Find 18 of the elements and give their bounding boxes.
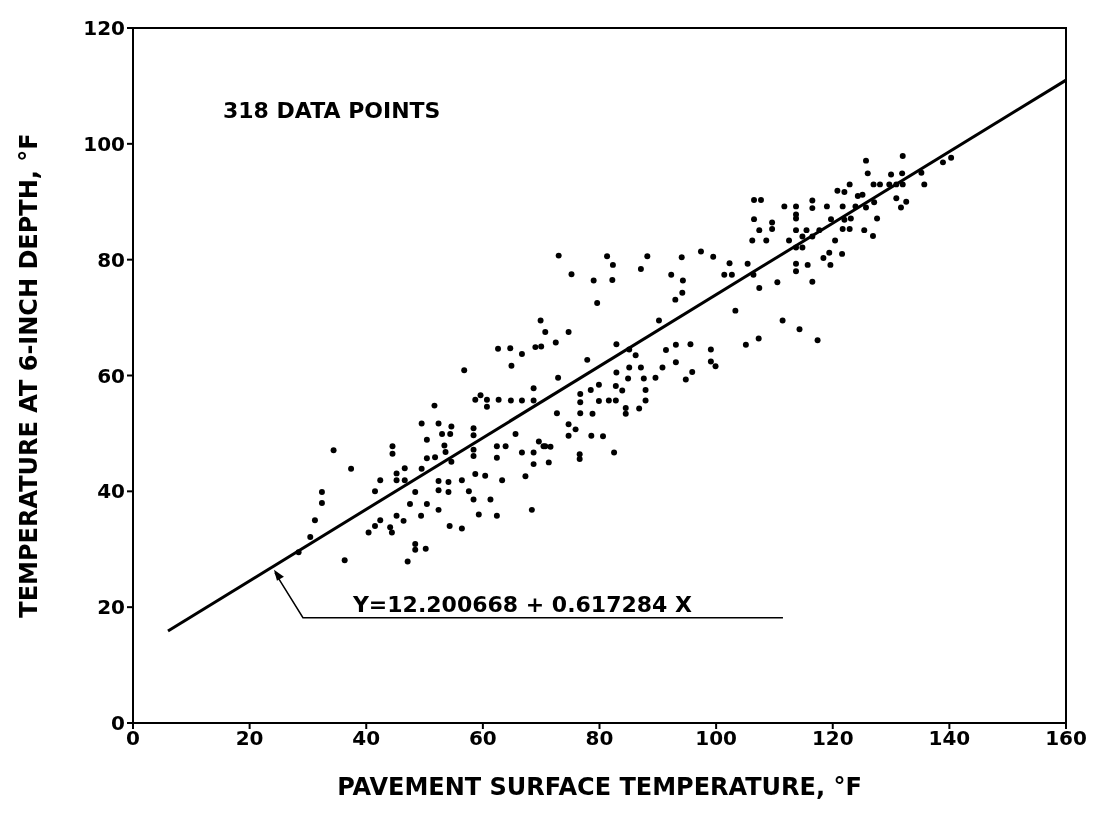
x-tick-label: 120 xyxy=(811,726,854,751)
y-tick-label: 40 xyxy=(97,479,125,504)
annotation: Y=12.200668 + 0.617284 X xyxy=(351,591,693,617)
y-tick-label: 100 xyxy=(83,131,125,156)
y-axis-title: TEMPERATURE AT 6-INCH DEPTH, °F xyxy=(14,133,43,618)
x-axis-title: PAVEMENT SURFACE TEMPERATURE, °F xyxy=(337,773,862,801)
y-tick-label: 60 xyxy=(97,363,125,388)
x-tick-label: 20 xyxy=(235,726,264,751)
y-tick-label: 120 xyxy=(83,16,125,41)
annotation: 318 DATA POINTS xyxy=(223,98,441,123)
x-tick-label: 40 xyxy=(352,726,381,751)
x-tick-label: 100 xyxy=(695,726,737,751)
x-tick-label: 140 xyxy=(928,726,971,751)
x-tick-label: 80 xyxy=(585,726,614,751)
x-tick-label: 60 xyxy=(468,726,497,751)
y-tick-label: 20 xyxy=(97,595,125,620)
x-tick-label: 160 xyxy=(1045,726,1087,751)
y-tick-label: 80 xyxy=(97,247,125,272)
